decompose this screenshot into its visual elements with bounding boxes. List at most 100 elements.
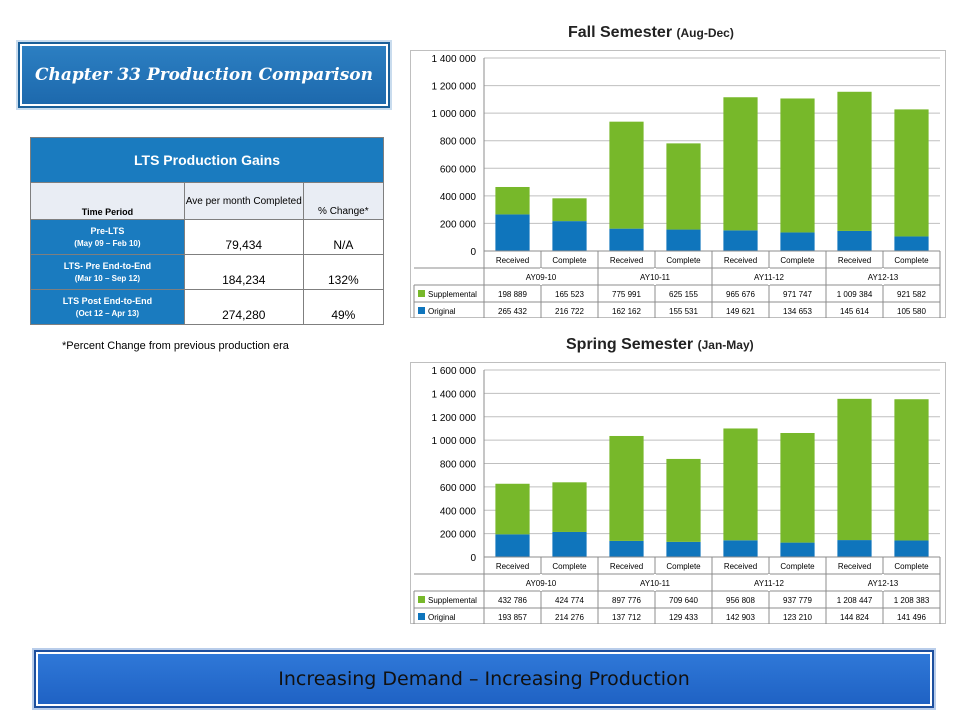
data-label-original: 265 432 — [498, 307, 527, 316]
legend-label-original: Original — [428, 307, 456, 316]
data-label-supplemental: 971 747 — [783, 290, 812, 299]
x-tick-label: Complete — [780, 256, 815, 265]
data-label-supplemental: 165 523 — [555, 290, 584, 299]
data-label-supplemental: 709 640 — [669, 596, 698, 605]
y-tick-label: 400 000 — [440, 506, 477, 517]
bar-original — [609, 540, 644, 557]
period-range: (Oct 12 – Apr 13) — [75, 308, 140, 318]
bar-supplemental — [552, 482, 587, 532]
legend-swatch-original — [418, 307, 425, 314]
group-label: AY09-10 — [526, 273, 557, 282]
group-label: AY11-12 — [754, 579, 784, 588]
bar-original — [666, 541, 701, 557]
avg-cell: 184,234 — [183, 254, 304, 290]
bar-supplemental — [666, 458, 701, 542]
y-tick-label: 200 000 — [440, 219, 477, 230]
x-tick-label: Complete — [894, 256, 929, 265]
avg-cell: 79,434 — [183, 219, 304, 255]
bar-supplemental — [495, 483, 530, 535]
bar-original — [495, 214, 530, 251]
y-tick-label: 0 — [470, 553, 476, 564]
data-label-supplemental: 921 582 — [897, 290, 926, 299]
x-tick-label: Complete — [552, 256, 587, 265]
bar-supplemental — [609, 121, 644, 229]
bar-original — [723, 540, 758, 557]
data-label-supplemental: 956 808 — [726, 596, 755, 605]
y-tick-label: 1 200 000 — [432, 413, 477, 424]
bar-original — [552, 221, 587, 251]
y-tick-label: 400 000 — [440, 192, 477, 203]
data-label-supplemental: 937 779 — [783, 596, 812, 605]
data-label-supplemental: 897 776 — [612, 596, 641, 605]
bar-supplemental — [609, 435, 644, 541]
data-label-supplemental: 1 208 447 — [837, 596, 873, 605]
footer-banner: Increasing Demand – Increasing Productio… — [34, 650, 934, 708]
bar-original — [495, 534, 530, 557]
period-label: Pre-LTS — [90, 225, 125, 236]
data-label-supplemental: 424 774 — [555, 596, 584, 605]
y-tick-label: 1 000 000 — [432, 436, 477, 447]
y-tick-label: 1 600 000 — [432, 366, 477, 377]
table-row: LTS- Pre End-to-End (Mar 10 – Sep 12) 184… — [30, 254, 385, 290]
data-label-supplemental: 198 889 — [498, 290, 527, 299]
data-label-supplemental: 775 991 — [612, 290, 641, 299]
y-tick-label: 600 000 — [440, 483, 477, 494]
x-tick-label: Received — [838, 256, 871, 265]
period-label: LTS Post End-to-End — [62, 295, 153, 306]
bar-original — [780, 542, 815, 557]
y-tick-label: 0 — [470, 247, 476, 258]
data-label-original: 142 903 — [726, 613, 755, 622]
bar-original — [894, 236, 929, 251]
heading-box: Chapter 33 Production Comparison — [18, 42, 390, 108]
data-label-original: 155 531 — [669, 307, 698, 316]
bar-original — [552, 531, 587, 557]
data-label-original: 129 433 — [669, 613, 698, 622]
table-footnote: *Percent Change from previous production… — [62, 340, 289, 352]
data-label-original: 193 857 — [498, 613, 527, 622]
fall-title-text: Fall Semester — [568, 24, 673, 41]
production-gains-table: LTS Production Gains Time Period Ave per… — [30, 137, 385, 325]
spring-subtitle-text: (Jan-May) — [697, 338, 754, 352]
group-label: AY10-11 — [640, 579, 670, 588]
y-tick-label: 1 400 000 — [432, 389, 477, 400]
x-tick-label: Received — [610, 562, 643, 571]
bar-supplemental — [552, 198, 587, 222]
data-label-supplemental: 1 208 383 — [894, 596, 930, 605]
banner-text: Increasing Demand – Increasing Productio… — [278, 668, 690, 690]
legend-label-supplemental: Supplemental — [428, 596, 477, 605]
x-tick-label: Received — [724, 256, 757, 265]
change-cell: N/A — [302, 219, 385, 255]
bar-supplemental — [666, 143, 701, 230]
data-label-supplemental: 1 009 384 — [837, 290, 873, 299]
data-label-original: 149 621 — [726, 307, 755, 316]
data-label-supplemental: 432 786 — [498, 596, 527, 605]
bar-supplemental — [837, 398, 872, 541]
group-label: AY11-12 — [754, 273, 784, 282]
bar-original — [780, 232, 815, 251]
x-tick-label: Complete — [894, 562, 929, 571]
y-tick-label: 1 400 000 — [432, 54, 477, 65]
spring-title-text: Spring Semester — [566, 336, 694, 353]
x-tick-label: Received — [724, 562, 757, 571]
y-tick-label: 600 000 — [440, 164, 477, 175]
bar-original — [723, 230, 758, 251]
col-period-header: Time Period — [30, 182, 185, 220]
col-change-header: % Change* — [302, 182, 385, 220]
bar-supplemental — [723, 97, 758, 231]
bar-supplemental — [780, 432, 815, 543]
group-label: AY12-13 — [868, 579, 899, 588]
spring-chart-title: Spring Semester (Jan-May) — [566, 336, 754, 354]
data-label-supplemental: 965 676 — [726, 290, 755, 299]
group-label: AY09-10 — [526, 579, 557, 588]
fall-subtitle-text: (Aug-Dec) — [676, 26, 734, 40]
bar-original — [837, 230, 872, 251]
data-label-original: 123 210 — [783, 613, 812, 622]
data-label-original: 105 580 — [897, 307, 926, 316]
data-label-original: 137 712 — [612, 613, 641, 622]
bar-supplemental — [723, 428, 758, 541]
table-title: LTS Production Gains — [30, 137, 384, 183]
data-label-original: 141 496 — [897, 613, 926, 622]
data-label-original: 216 722 — [555, 307, 584, 316]
change-cell: 49% — [302, 289, 385, 325]
legend-swatch-supplemental — [418, 596, 425, 603]
